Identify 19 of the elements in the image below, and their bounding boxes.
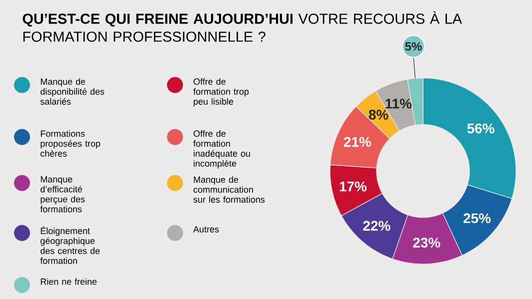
data-label: 5% <box>405 42 422 51</box>
legend-label: Autres <box>193 226 219 232</box>
data-label: 21% <box>344 136 372 147</box>
data-label: 11% <box>386 98 412 109</box>
legend-label: Formations proposées trop chères <box>40 130 100 157</box>
legend-label: Offre de formation trop peu lisible <box>193 78 249 106</box>
data-label: 56% <box>467 123 494 134</box>
legend-label: Manque d’efficacité perçue des formations <box>40 176 85 212</box>
legend-label: Rien ne freine <box>40 278 97 285</box>
data-label: 25% <box>464 213 491 224</box>
data-label: 22% <box>363 220 390 231</box>
chart-title: QU’EST-CE QUI FREINE AUJOURD’HUI VOTRE RECOURS À LA FORMATION PROFESSIONNELLE ? <box>22 11 462 42</box>
legend-label: Offre de formation inadéquate ou incomplète <box>193 130 250 168</box>
legend-label: Éloignement géographique des centres de formation <box>40 226 100 264</box>
data-label: 17% <box>340 182 367 192</box>
legend-label: Manque de disponibilité des salariés <box>40 78 104 105</box>
data-label: 8% <box>368 110 388 120</box>
legend-label: Manque de communication sur les formations <box>193 176 265 203</box>
data-label: 23% <box>413 238 440 248</box>
